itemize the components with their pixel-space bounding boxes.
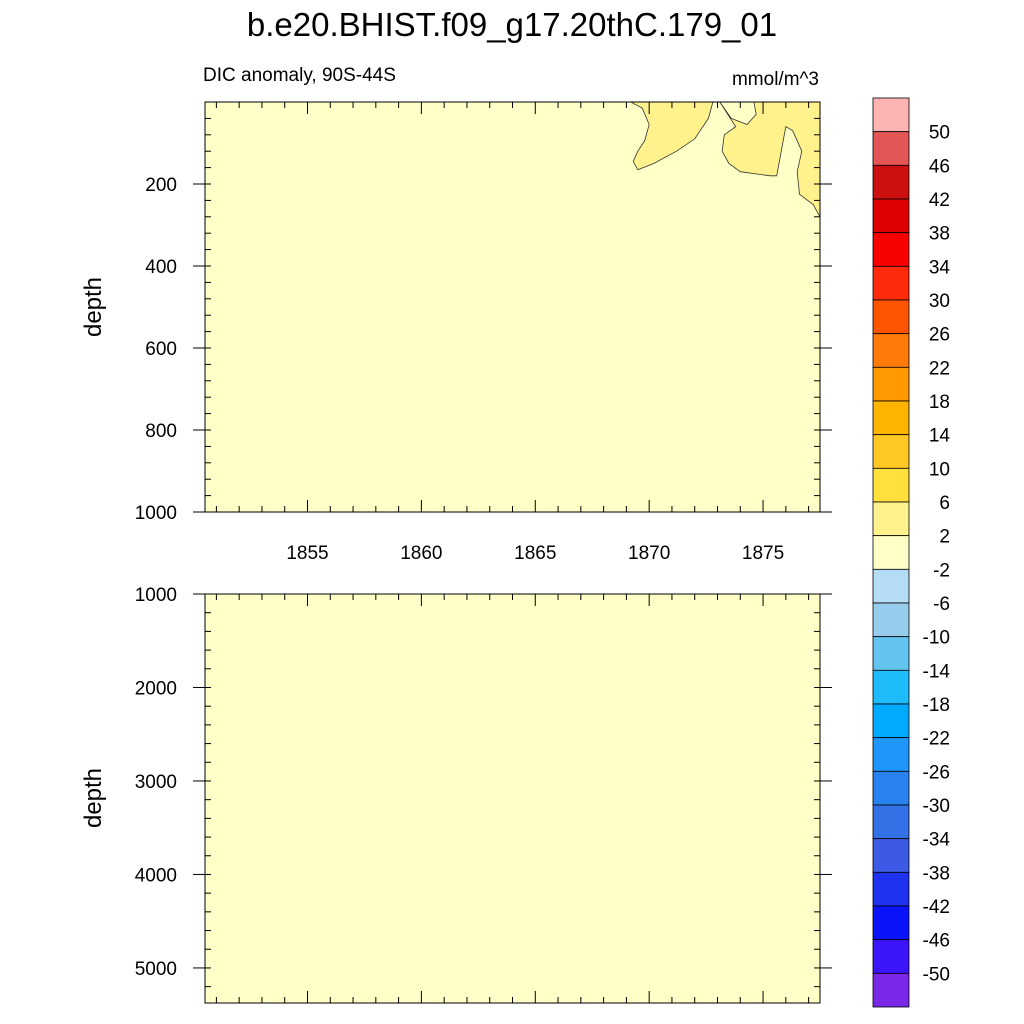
lower-panel: 1000 2000 3000 4000 5000 depth (80, 585, 832, 1004)
colorbar-label: 6 (939, 493, 950, 514)
colorbar-swatch (872, 838, 910, 873)
colorbar-label: 34 (929, 257, 951, 278)
colorbar-label: 50 (929, 123, 950, 144)
colorbar-label: -14 (923, 661, 951, 682)
colorbar-swatch (872, 265, 910, 301)
y-tick-label: 1000 (135, 585, 177, 606)
colorbar-label: 46 (929, 156, 950, 177)
y-tick-label: 800 (145, 421, 177, 442)
colorbar-label: -18 (923, 695, 950, 716)
colorbar-label: -10 (923, 628, 950, 649)
colorbar-swatch (872, 434, 910, 469)
colorbar-label: 10 (929, 459, 950, 480)
upper-y-axis-label: depth (80, 277, 107, 337)
chart-subtitle: DIC anomaly, 90S-44S (203, 65, 396, 86)
y-tick-label: 2000 (135, 678, 177, 699)
upper-contour-regions (630, 101, 821, 217)
upper-panel: 1855 1860 1865 1870 1875 200 400 600 800 1000 dep… (80, 101, 832, 564)
lower-ticks: 1000 2000 3000 4000 5000 (135, 585, 832, 1003)
y-tick-label: 600 (145, 339, 177, 360)
colorbar-label: -6 (933, 594, 950, 615)
y-tick-label: 4000 (135, 865, 177, 886)
colorbar-swatch (872, 804, 910, 840)
colorbar-label: 18 (929, 392, 950, 413)
colorbar-swatch (872, 299, 910, 335)
contour-region-2 (719, 101, 821, 217)
colorbar-swatch (872, 703, 910, 739)
colorbar-swatch (872, 366, 910, 402)
y-tick-label: 3000 (135, 772, 177, 793)
colorbar-swatch (872, 568, 910, 604)
upper-plot-background (205, 102, 820, 512)
colorbar-swatch (872, 232, 910, 267)
colorbar-label: 22 (929, 358, 950, 379)
colorbar-label: 42 (929, 190, 950, 211)
colorbar-swatch (872, 972, 910, 1008)
colorbar-label: 38 (929, 224, 950, 245)
colorbar-swatch (872, 602, 910, 638)
upper-ticks: 1855 1860 1865 1870 1875 200 400 600 800 1000 (135, 101, 832, 564)
y-tick-label: 1000 (135, 503, 177, 524)
colorbar-swatch (872, 164, 910, 200)
colorbar-swatch (872, 636, 910, 671)
colorbar-swatch (872, 535, 910, 570)
colorbar-swatch (872, 400, 910, 436)
colorbar-swatch (872, 501, 910, 537)
colorbar-swatch (872, 467, 910, 503)
y-tick-label: 5000 (135, 959, 177, 980)
colorbar-label: -46 (923, 931, 950, 952)
colorbar-swatch (872, 198, 910, 234)
colorbar-label: 30 (929, 291, 950, 312)
x-tick-label: 1855 (286, 543, 328, 564)
lower-y-axis-label: depth (80, 768, 107, 828)
x-tick-label: 1865 (514, 543, 556, 564)
colorbar: 50 46 42 38 34 30 26 22 18 14 10 6 2 -2 -6 -10 -14 -18 -22… (872, 97, 951, 1008)
colorbar-swatch (872, 770, 910, 806)
y-tick-label: 400 (145, 257, 177, 278)
contour-region-1 (630, 101, 714, 171)
colorbar-swatch (872, 669, 910, 705)
colorbar-label: 26 (929, 325, 950, 346)
colorbar-swatch (872, 871, 910, 907)
y-tick-label: 200 (145, 175, 177, 196)
lower-plot-background (205, 594, 820, 1003)
colorbar-label: -30 (923, 796, 950, 817)
colorbar-swatch (872, 333, 910, 368)
chart-title: b.e20.BHIST.f09_g17.20thC.179_01 (247, 6, 777, 43)
colorbar-label: -42 (923, 897, 950, 918)
colorbar-swatch (872, 131, 910, 166)
colorbar-label: -2 (933, 560, 950, 581)
x-tick-label: 1860 (400, 543, 442, 564)
colorbar-label: 2 (939, 527, 950, 548)
colorbar-label: -34 (923, 830, 951, 851)
colorbar-swatch (872, 737, 910, 772)
x-tick-label: 1875 (742, 543, 784, 564)
x-tick-label: 1870 (628, 543, 670, 564)
colorbar-swatch (872, 905, 910, 941)
colorbar-label: 14 (929, 426, 951, 447)
colorbar-label: -22 (923, 729, 950, 750)
colorbar-label: -50 (923, 964, 950, 985)
colorbar-swatch (872, 97, 910, 133)
colorbar-label: -26 (923, 762, 950, 783)
colorbar-swatch (872, 939, 910, 974)
units-label: mmol/m^3 (732, 69, 819, 90)
colorbar-label: -38 (923, 863, 950, 884)
